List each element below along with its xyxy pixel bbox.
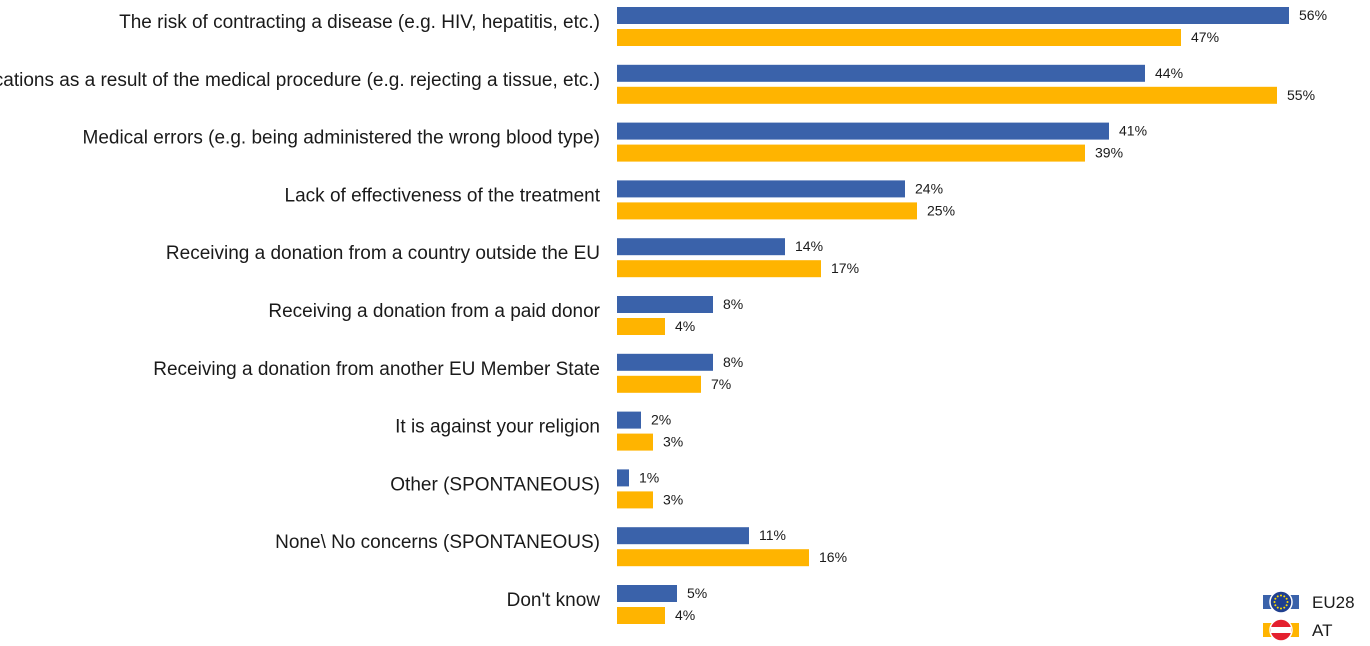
bar-eu28: [617, 7, 1289, 24]
legend-item-at: AT: [1263, 618, 1332, 642]
data-label-at: 39%: [1095, 145, 1123, 161]
category-label: The risk of contracting a disease (e.g. …: [119, 12, 600, 33]
bar-eu28: [617, 180, 905, 198]
eu-flag-icon: [1269, 590, 1293, 614]
data-label-at: 4%: [675, 318, 695, 334]
data-label-at: 16%: [819, 549, 847, 565]
bar-at: [617, 549, 809, 567]
category-label: Lack of effectiveness of the treatment: [285, 185, 601, 206]
data-label-eu28: 5%: [687, 585, 707, 601]
data-label-eu28: 8%: [723, 354, 743, 370]
category-label: It is against your religion: [395, 417, 600, 438]
austria-flag-icon: [1269, 618, 1293, 642]
data-label-eu28: 8%: [723, 296, 743, 312]
bar-at: [617, 433, 653, 451]
data-label-at: 4%: [675, 607, 695, 623]
bar-eu28: [617, 64, 1145, 82]
data-label-eu28: 24%: [915, 180, 943, 196]
bar-eu28: [617, 296, 713, 313]
legend-label: EU28: [1312, 593, 1355, 612]
data-label-at: 25%: [927, 202, 955, 218]
category-label: Receiving a donation from another EU Mem…: [153, 359, 600, 380]
data-label-eu28: 14%: [795, 238, 823, 254]
bar-at: [617, 202, 917, 220]
bar-at: [617, 491, 653, 509]
bar-at: [617, 607, 665, 624]
bar-at: [617, 260, 821, 278]
data-label-at: 3%: [663, 491, 683, 507]
bar-at: [617, 318, 665, 335]
bar-eu28: [617, 527, 749, 545]
data-label-eu28: 11%: [759, 527, 786, 543]
bar-at: [617, 86, 1277, 104]
data-label-at: 47%: [1191, 29, 1219, 45]
category-label: Other (SPONTANEOUS): [390, 474, 600, 495]
bar-eu28: [617, 353, 713, 371]
category-label: Receiving a donation from a paid donor: [268, 301, 600, 322]
category-label: Medical errors (e.g. being administered …: [83, 128, 601, 149]
data-label-eu28: 1%: [639, 469, 659, 485]
data-label-at: 17%: [831, 260, 859, 276]
bar-eu28: [617, 469, 629, 487]
category-labels: The risk of contracting a disease (e.g. …: [0, 12, 601, 611]
category-label: None\ No concerns (SPONTANEOUS): [275, 532, 600, 553]
legend-item-eu28: EU28: [1263, 590, 1355, 614]
category-label: Don't know: [507, 590, 601, 611]
data-label-eu28: 41%: [1119, 123, 1147, 139]
bar-at: [617, 29, 1181, 46]
bar-eu28: [617, 411, 641, 429]
data-label-eu28: 56%: [1299, 7, 1327, 23]
value-labels: 56% 47% 44% 55% 41% 39% 24% 25% 14% 17% 8% 4% 8% 7% 2%…: [639, 7, 1327, 623]
data-label-eu28: 44%: [1155, 65, 1183, 81]
legend: EU28 AT: [1263, 590, 1355, 642]
data-label-at: 7%: [711, 376, 731, 392]
bar-eu28: [617, 238, 785, 256]
bar-eu28: [617, 122, 1109, 140]
bars: [617, 7, 1289, 624]
data-label-at: 55%: [1287, 87, 1315, 103]
bar-eu28: [617, 585, 677, 602]
bar-at: [617, 375, 701, 393]
category-label: Complications as a result of the medical…: [0, 70, 600, 91]
bar-at: [617, 144, 1085, 162]
data-label-eu28: 2%: [651, 412, 671, 428]
category-label: Receiving a donation from a country outs…: [166, 243, 600, 264]
legend-label: AT: [1312, 621, 1332, 640]
data-label-at: 3%: [663, 434, 683, 450]
